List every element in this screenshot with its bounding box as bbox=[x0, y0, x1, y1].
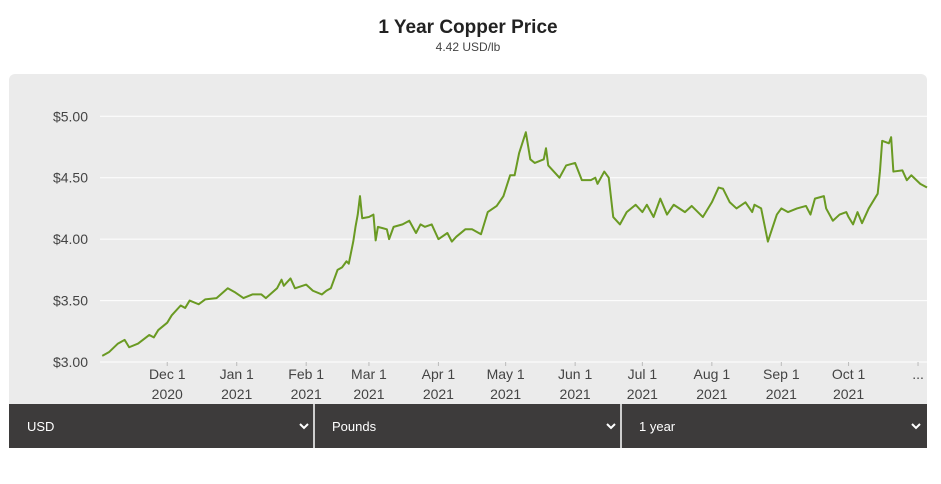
x-tick-label: Mar 1 bbox=[351, 366, 387, 382]
x-tick-label: 2021 bbox=[353, 386, 384, 402]
x-tick-label: Apr 1 bbox=[422, 366, 456, 382]
x-tick-label: 2021 bbox=[490, 386, 521, 402]
control-bar bbox=[9, 404, 927, 448]
chart-title: 1 Year Copper Price bbox=[378, 17, 557, 38]
x-tick-label: 2021 bbox=[627, 386, 658, 402]
dropdown[interactable]: 1 year bbox=[639, 419, 921, 434]
x-tick-label: Feb 1 bbox=[288, 366, 324, 382]
x-tick-label: Jul 1 bbox=[628, 366, 658, 382]
x-tick-label: 2020 bbox=[152, 386, 183, 402]
x-tick-label: 2021 bbox=[766, 386, 797, 402]
y-tick-label: $3.00 bbox=[53, 354, 88, 370]
dropdown-label[interactable]: Pounds bbox=[332, 419, 377, 434]
dropdown-label[interactable]: USD bbox=[27, 419, 54, 434]
x-tick-label: ... bbox=[912, 366, 924, 382]
x-tick-label: Oct 1 bbox=[832, 366, 866, 382]
x-tick-label: 2021 bbox=[833, 386, 864, 402]
y-tick-label: $4.50 bbox=[53, 170, 88, 186]
chart-card bbox=[9, 74, 927, 448]
x-tick-label: May 1 bbox=[487, 366, 525, 382]
x-tick-label: Jan 1 bbox=[220, 366, 254, 382]
x-tick-label: Jun 1 bbox=[558, 366, 592, 382]
chevron[interactable] bbox=[911, 423, 921, 430]
dropdown-label[interactable]: 1 year bbox=[639, 419, 676, 434]
chevron[interactable] bbox=[299, 423, 309, 430]
x-tick-label: Sep 1 bbox=[763, 366, 800, 382]
dropdown[interactable]: Pounds bbox=[332, 419, 616, 434]
x-tick-label: 2021 bbox=[221, 386, 252, 402]
x-tick-label: 2021 bbox=[696, 386, 727, 402]
chart-subtitle: 4.42 USD/lb bbox=[436, 40, 501, 54]
y-tick-label: $4.00 bbox=[53, 231, 88, 247]
x-tick-label: 2021 bbox=[291, 386, 322, 402]
y-tick-label: $3.50 bbox=[53, 293, 88, 309]
x-tick-label: 2021 bbox=[560, 386, 591, 402]
chevron[interactable] bbox=[606, 423, 616, 430]
y-tick-label: $5.00 bbox=[53, 108, 88, 124]
x-tick-label: 2021 bbox=[423, 386, 454, 402]
price-line bbox=[101, 131, 928, 357]
x-tick-label: Dec 1 bbox=[149, 366, 186, 382]
x-tick-label: Aug 1 bbox=[694, 366, 731, 382]
dropdown[interactable]: USD bbox=[27, 419, 309, 434]
